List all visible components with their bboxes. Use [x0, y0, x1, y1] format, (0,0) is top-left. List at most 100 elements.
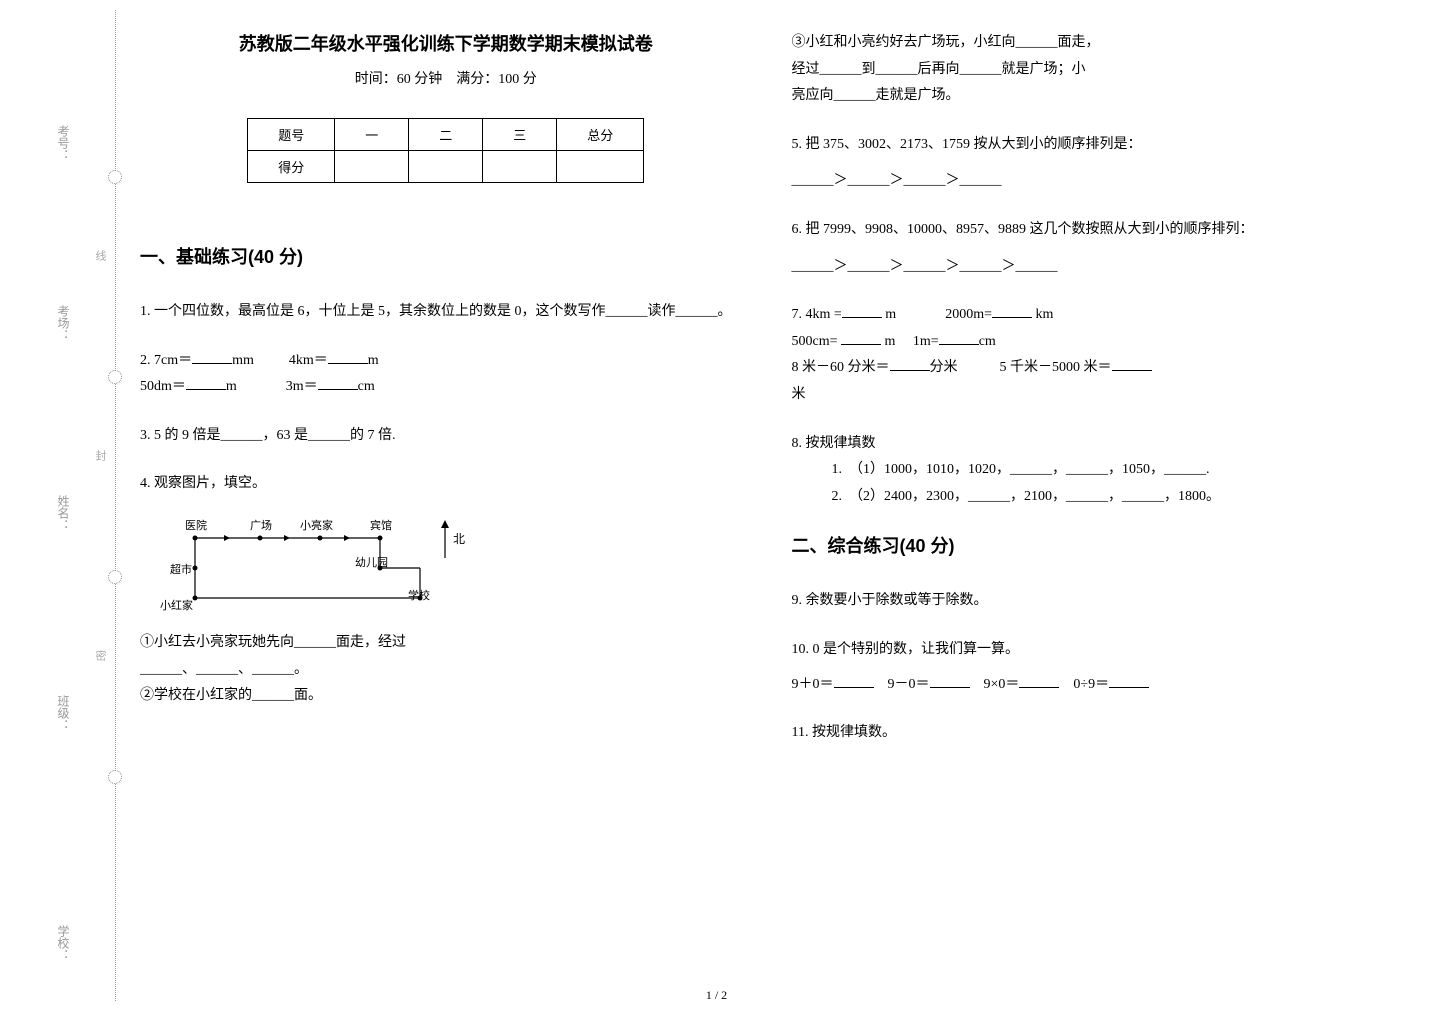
- section-2-title: 二、综合练习(40 分): [792, 532, 1404, 558]
- q7-part: 2000m=: [945, 307, 992, 322]
- q7-part: 1m=: [913, 334, 939, 349]
- question-9: 9. 余数要小于除数或等于除数。: [792, 588, 1404, 615]
- q4-sub2: ②学校在小红家的______面。: [140, 683, 752, 710]
- diagram-label-square: 广场: [250, 516, 272, 537]
- question-4: 4. 观察图片，填空。: [140, 471, 752, 709]
- q4-sub1b: ______、______、______。: [140, 657, 752, 684]
- diagram-label-liang-home: 小亮家: [300, 516, 333, 537]
- diagram-label-kindergarten: 幼儿园: [355, 553, 388, 574]
- blank: [1019, 674, 1059, 688]
- binding-name-label: 姓名：: [55, 495, 72, 531]
- score-header-cell: 二: [409, 119, 483, 151]
- q7-part: 5 千米－5000 米＝: [1000, 360, 1112, 375]
- q7-unit: km: [1035, 307, 1053, 322]
- content-area: 苏教版二年级水平强化训练下学期数学期末模拟试卷 时间：60 分钟 满分：100 …: [140, 30, 1403, 981]
- blank: [1109, 674, 1149, 688]
- table-row: 得分: [248, 151, 644, 183]
- section-1-title: 一、基础练习(40 分): [140, 243, 752, 269]
- q4-sub1: ①小红去小亮家玩她先向______面走，经过: [140, 630, 752, 657]
- q10-expr: 9×0＝: [984, 677, 1020, 692]
- page-number: 1 / 2: [706, 988, 727, 1003]
- question-2: 2. 7cm＝ mm 4km＝ m 50dm＝ m 3m＝ cm: [140, 348, 752, 401]
- seal-text-3: 线: [92, 250, 108, 269]
- q4-sub3b: 经过______到______后再向______就是广场；小: [792, 57, 1404, 84]
- q4-title: 4. 观察图片，填空。: [140, 471, 752, 498]
- question-7: 7. 4km = m 2000m= km 500cm= m 1m= cm 8 米－…: [792, 302, 1404, 408]
- diagram-label-north: 北: [453, 528, 465, 551]
- q6-blank-line: ______＞______＞______＞______＞______: [792, 254, 1404, 281]
- blank: [318, 376, 358, 390]
- question-8: 8. 按规律填数 1. （1）1000，1010，1020，______，___…: [792, 431, 1404, 511]
- q2-unit: m: [226, 379, 237, 394]
- q7-unit: 分米: [930, 360, 958, 375]
- diagram-label-hospital: 医院: [185, 516, 207, 537]
- q7-part: 500cm=: [792, 334, 838, 349]
- binding-dashed-line: [115, 10, 116, 1001]
- question-1: 1. 一个四位数，最高位是 6，十位上是 5，其余数位上的数是 0，这个数写作_…: [140, 299, 752, 326]
- q10-text: 10. 0 是个特别的数，让我们算一算。: [792, 637, 1404, 664]
- q6-text: 6. 把 7999、9908、10000、8957、9889 这几个数按照从大到…: [792, 217, 1404, 244]
- binding-circle-icon: [108, 570, 122, 584]
- question-6: 6. 把 7999、9908、10000、8957、9889 这几个数按照从大到…: [792, 217, 1404, 280]
- score-header-cell: 总分: [557, 119, 644, 151]
- question-3: 3. 5 的 9 倍是______，63 是______的 7 倍.: [140, 423, 752, 450]
- q7-unit: 米: [792, 387, 806, 402]
- seal-text-2: 封: [92, 450, 108, 469]
- q2-part: 3m＝: [286, 379, 318, 394]
- diagram-label-school: 学校: [408, 586, 430, 607]
- score-empty-cell: [557, 151, 644, 183]
- q2-unit: cm: [358, 379, 375, 394]
- q2-part: 50dm＝: [140, 379, 186, 394]
- q8-title: 8. 按规律填数: [792, 431, 1404, 458]
- blank: [1112, 357, 1152, 371]
- blank: [939, 331, 979, 345]
- score-empty-cell: [409, 151, 483, 183]
- q10-exprs: 9＋0＝ 9－0＝ 9×0＝ 0÷9＝: [792, 672, 1404, 699]
- question-5: 5. 把 375、3002、2173、1759 按从大到小的顺序排列是： ___…: [792, 132, 1404, 195]
- blank: [890, 357, 930, 371]
- right-column: ③小红和小亮约好去广场玩，小红向______面走， 经过______到_____…: [792, 30, 1404, 981]
- q4-sub3a: ③小红和小亮约好去广场玩，小红向______面走，: [792, 30, 1404, 57]
- score-header-cell: 三: [483, 119, 557, 151]
- q2-unit: mm: [232, 353, 254, 368]
- q7-part: 7. 4km =: [792, 307, 842, 322]
- binding-num-label: 考号：: [55, 125, 72, 161]
- score-label-cell: 得分: [248, 151, 335, 183]
- q4-sub3: ③小红和小亮约好去广场玩，小红向______面走， 经过______到_____…: [792, 30, 1404, 110]
- blank: [842, 304, 882, 318]
- score-header-cell: 题号: [248, 119, 335, 151]
- q7-unit: m: [885, 334, 896, 349]
- binding-circle-icon: [108, 170, 122, 184]
- blank: [328, 350, 368, 364]
- q7-unit: cm: [979, 334, 996, 349]
- blank: [841, 331, 881, 345]
- binding-circle-icon: [108, 770, 122, 784]
- q2-unit: m: [368, 353, 379, 368]
- diagram-label-supermarket: 超市: [170, 560, 192, 581]
- exam-subtitle: 时间：60 分钟 满分：100 分: [140, 68, 752, 88]
- q2-part: 4km＝: [289, 353, 328, 368]
- q8-sub2: 2. （2）2400，2300，______，2100，______，_____…: [832, 484, 1404, 511]
- q10-expr: 9－0＝: [888, 677, 930, 692]
- blank: [992, 304, 1032, 318]
- q8-sub1: 1. （1）1000，1010，1020，______，______，1050，…: [832, 457, 1404, 484]
- q2-part: 2. 7cm＝: [140, 353, 192, 368]
- blank: [834, 674, 874, 688]
- q7-unit: m: [885, 307, 896, 322]
- seal-text-1: 密: [92, 650, 108, 669]
- diagram-label-hotel: 宾馆: [370, 516, 392, 537]
- q5-text: 5. 把 375、3002、2173、1759 按从大到小的顺序排列是：: [792, 132, 1404, 159]
- binding-school-label: 学校：: [55, 925, 72, 961]
- binding-room-label: 考场：: [55, 305, 72, 341]
- question-10: 10. 0 是个特别的数，让我们算一算。 9＋0＝ 9－0＝ 9×0＝ 0÷9＝: [792, 637, 1404, 698]
- binding-circle-icon: [108, 370, 122, 384]
- question-11: 11. 按规律填数。: [792, 720, 1404, 747]
- left-column: 苏教版二年级水平强化训练下学期数学期末模拟试卷 时间：60 分钟 满分：100 …: [140, 30, 752, 981]
- blank: [186, 376, 226, 390]
- q10-expr: 9＋0＝: [792, 677, 834, 692]
- q4-sub3c: 亮应向______走就是广场。: [792, 83, 1404, 110]
- q7-part: 8 米－60 分米＝: [792, 360, 890, 375]
- blank: [930, 674, 970, 688]
- score-table: 题号 一 二 三 总分 得分: [247, 118, 644, 183]
- score-header-cell: 一: [335, 119, 409, 151]
